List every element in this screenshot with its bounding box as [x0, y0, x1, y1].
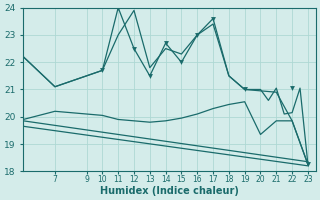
- X-axis label: Humidex (Indice chaleur): Humidex (Indice chaleur): [100, 186, 239, 196]
